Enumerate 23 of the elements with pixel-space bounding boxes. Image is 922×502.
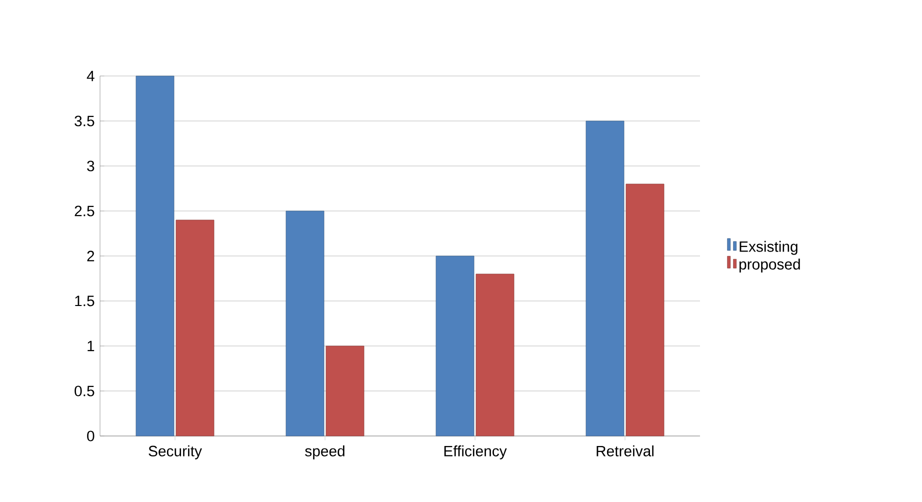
bar <box>326 346 364 436</box>
x-tick-label: Efficiency <box>444 445 507 460</box>
bar <box>586 120 624 436</box>
x-tick-label: Retreival <box>596 445 654 456</box>
x-tick-label: Security <box>148 445 202 460</box>
y-tick-label: 0 <box>87 430 94 442</box>
legend-label: Exsisting <box>740 240 798 255</box>
bar <box>176 220 214 436</box>
bar <box>436 256 474 436</box>
bar <box>136 76 174 436</box>
x-tick-label: speed <box>305 445 344 460</box>
y-tick-label: 2.5 <box>74 206 94 216</box>
y-tick-label: 1 <box>88 340 94 352</box>
bar <box>626 184 664 436</box>
y-tick-label: 4 <box>86 70 94 82</box>
bar <box>286 210 324 436</box>
y-tick-label: 2 <box>87 250 94 262</box>
y-tick-label: 3.5 <box>74 116 94 126</box>
y-tick-label: 3 <box>87 160 94 172</box>
y-tick-label: 1.5 <box>75 296 94 306</box>
legend-label: proposed <box>740 258 800 273</box>
y-tick-label: 0.5 <box>74 386 94 396</box>
bar <box>476 274 514 436</box>
